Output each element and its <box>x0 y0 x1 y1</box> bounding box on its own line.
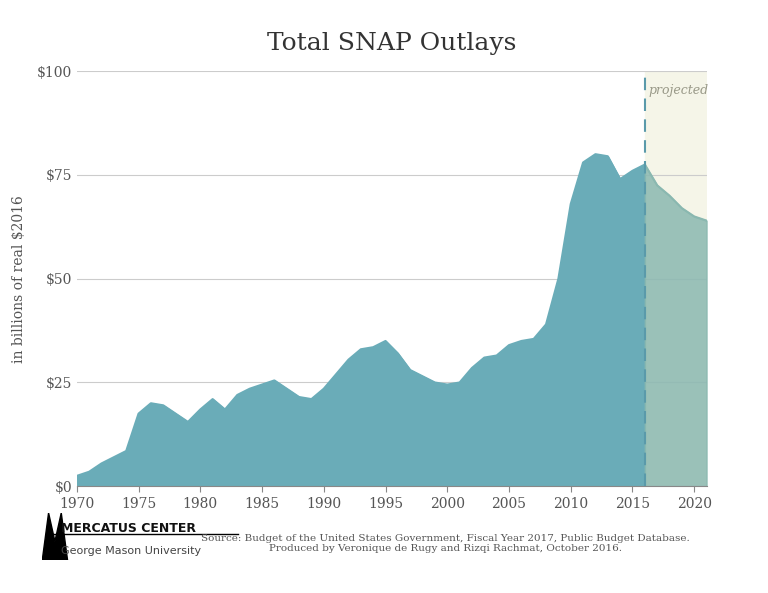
Bar <box>645 71 707 486</box>
Text: George Mason University: George Mason University <box>61 546 201 556</box>
Text: Source: Budget of the United States Government, Fiscal Year 2017, Public Budget : Source: Budget of the United States Gove… <box>201 534 690 553</box>
Text: MERCATUS CENTER: MERCATUS CENTER <box>61 522 197 535</box>
Title: Total SNAP Outlays: Total SNAP Outlays <box>267 33 516 55</box>
Y-axis label: in billions of real $2016: in billions of real $2016 <box>12 195 25 362</box>
Text: projected: projected <box>648 84 709 97</box>
Polygon shape <box>42 513 68 560</box>
